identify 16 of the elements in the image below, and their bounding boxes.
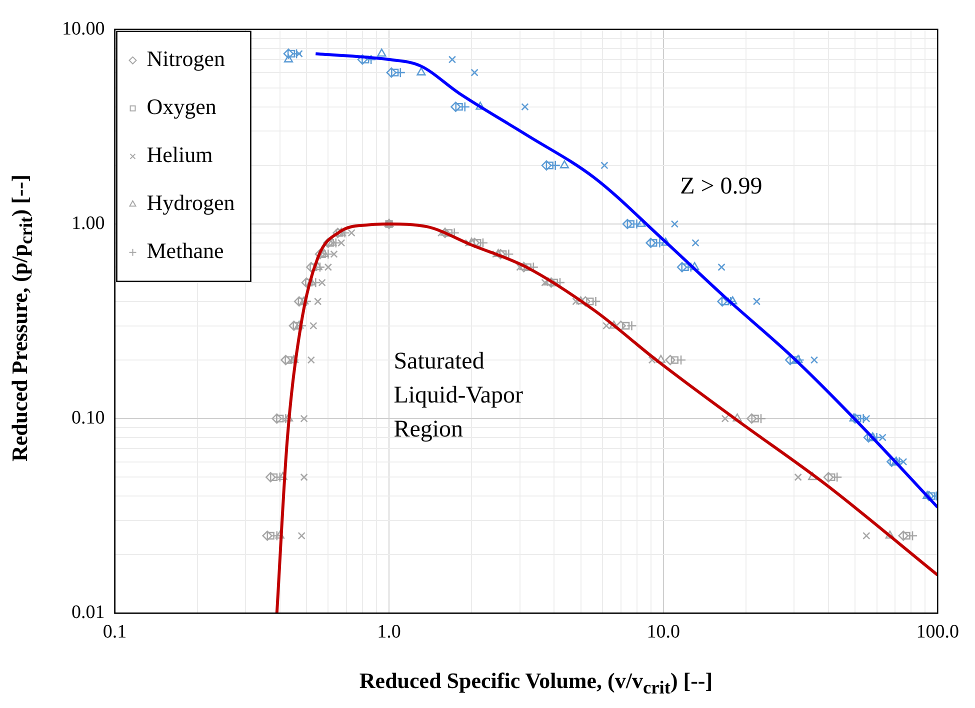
x-tick-label: 100.0: [916, 622, 959, 643]
legend-label: Methane: [146, 238, 224, 264]
x-tick-label: 10.0: [646, 622, 680, 643]
y-tick-label: 1.00: [72, 212, 105, 234]
legend-label: Oxygen: [146, 94, 216, 120]
annotation: Saturated Liquid-Vapor Region: [394, 348, 524, 442]
y-tick-label: 10.00: [62, 18, 105, 40]
x-axis-title: Reduced Specific Volume, (v/v$_{crit}$) [--]: [359, 668, 713, 698]
y-tick-label: 0.01: [72, 602, 105, 624]
legend-label: Hydrogen: [146, 190, 235, 216]
legend-label: Nitrogen: [146, 46, 225, 72]
x-tick-label: 1.0: [377, 622, 401, 643]
y-tick-label: 0.10: [72, 408, 105, 429]
x-tick-label: 0.1: [102, 622, 127, 643]
legend-label: Helium: [146, 142, 213, 168]
annotation: Z > 0.99: [680, 173, 762, 200]
